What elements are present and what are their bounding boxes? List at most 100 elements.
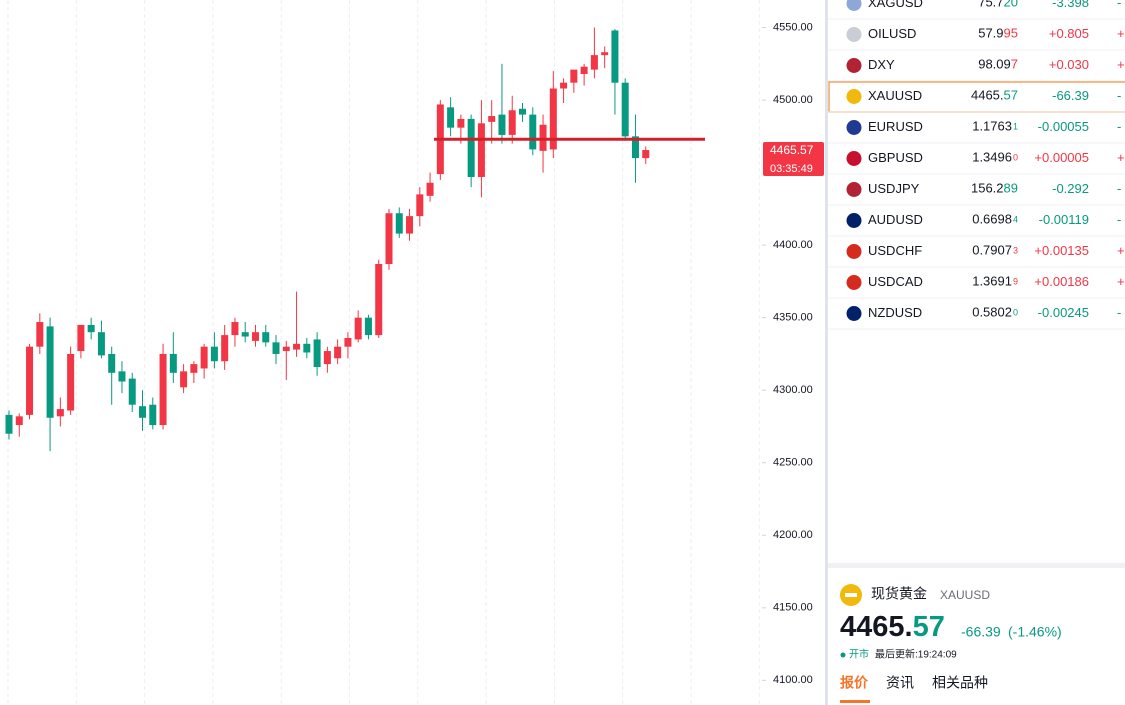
change-pct: + <box>1117 150 1125 165</box>
y-tick-label: 4550.00 <box>773 21 813 33</box>
price: 0.58020 <box>972 305 1018 320</box>
candle-body <box>262 332 270 343</box>
price-tag-box <box>763 142 824 177</box>
candle-body <box>590 55 598 70</box>
quote-change: -66.39 <box>961 624 1001 640</box>
price-part: 1 <box>1013 122 1018 132</box>
candle-body <box>467 118 475 177</box>
quote-price: 4465.57 <box>840 611 945 643</box>
price-part: 0 <box>1013 153 1018 163</box>
change-pct: - <box>1117 181 1121 196</box>
change-pct: - <box>1117 119 1121 134</box>
candle-body <box>221 335 229 362</box>
y-tick-label: 4250.00 <box>773 457 813 469</box>
candle-body <box>334 346 342 359</box>
candle-body <box>282 346 290 352</box>
y-tick-label: 4300.00 <box>773 384 813 396</box>
y-tick-label: 4200.00 <box>773 529 813 541</box>
candle-body <box>426 182 434 196</box>
candle-body <box>508 110 516 135</box>
candle-body <box>406 216 414 234</box>
symbol-icon <box>846 0 862 11</box>
candle-body <box>457 118 465 128</box>
change: -0.00119 <box>1039 212 1089 227</box>
price: 4465.57 <box>971 88 1018 103</box>
tab[interactable]: 报价 <box>840 675 869 691</box>
candle-body <box>560 82 568 89</box>
change: +0.00005 <box>1034 150 1089 165</box>
symbol[interactable]: DXY <box>868 57 895 72</box>
symbol[interactable]: GBPUSD <box>868 150 923 165</box>
quote-symbol: XAUUSD <box>940 588 990 602</box>
candle-body <box>344 337 352 347</box>
price: 0.79073 <box>972 243 1018 258</box>
price-part: 57 <box>1004 88 1018 103</box>
symbol[interactable]: XAUUSD <box>868 88 922 103</box>
symbol[interactable]: USDCAD <box>868 274 923 289</box>
change-pct: - <box>1117 212 1121 227</box>
y-tick-label: 4150.00 <box>773 602 813 614</box>
symbol[interactable]: OILUSD <box>868 26 916 41</box>
change: -0.00245 <box>1038 305 1089 320</box>
candle-body <box>611 30 619 83</box>
y-tick-label: 4500.00 <box>773 94 813 106</box>
candle-body <box>385 213 393 265</box>
candle-body <box>190 364 198 373</box>
price: 1.36919 <box>972 274 1018 289</box>
change: -0.00055 <box>1038 119 1089 134</box>
symbol[interactable]: NZDUSD <box>868 305 922 320</box>
price: 75.720 <box>978 0 1018 10</box>
price-part: 1.1763 <box>972 119 1012 134</box>
candle-body <box>549 88 557 150</box>
candle-body <box>36 322 44 347</box>
candle-body <box>529 114 537 150</box>
candle-body <box>180 371 188 388</box>
quote-name: 现货黄金 <box>871 586 927 602</box>
change-pct: - <box>1117 88 1121 103</box>
candle-body <box>46 326 54 418</box>
candle-body <box>77 324 85 352</box>
symbol-icon <box>846 89 862 104</box>
symbol[interactable]: USDCHF <box>868 243 922 258</box>
quote-change-pct: (-1.46%) <box>1008 624 1062 640</box>
price-part: 0 <box>1013 308 1018 318</box>
candle-body <box>5 414 13 434</box>
section-separator <box>828 563 1125 568</box>
symbol[interactable]: AUDUSD <box>868 212 923 227</box>
countdown-label: 03:35:49 <box>770 163 813 175</box>
tab[interactable]: 相关品种 <box>932 675 988 691</box>
tab[interactable]: 资讯 <box>886 675 914 691</box>
last-updated: 最后更新:19:24:09 <box>875 648 957 661</box>
candle-body <box>395 213 403 234</box>
candle-body <box>15 416 23 426</box>
price-part: 156.2 <box>971 181 1004 196</box>
symbol[interactable]: EURUSD <box>868 119 923 134</box>
quote-icon-bar <box>845 593 857 597</box>
candle-body <box>323 351 331 365</box>
price: 1.17631 <box>972 119 1018 134</box>
candle-body <box>200 346 208 369</box>
candle-body <box>231 322 239 336</box>
price: 1.34960 <box>972 150 1018 165</box>
symbol-icon <box>846 244 862 259</box>
change: +0.00135 <box>1034 243 1089 258</box>
candle-body <box>631 136 639 159</box>
selected-row <box>828 81 1125 113</box>
price-part: 9 <box>1013 277 1018 287</box>
symbol[interactable]: USDJPY <box>868 181 920 196</box>
candle-body <box>580 66 588 74</box>
y-tick-label: 4400.00 <box>773 239 813 251</box>
symbol-icon <box>846 182 862 197</box>
symbol[interactable]: XAGUSD <box>868 0 923 10</box>
y-tick-label: 4100.00 <box>773 674 813 686</box>
active-tab-underline <box>840 700 870 703</box>
y-tick-label: 4350.00 <box>773 312 813 324</box>
candle-body <box>241 332 249 337</box>
price-part: 1.3691 <box>972 274 1012 289</box>
quote-price-part: 4465. <box>840 611 913 643</box>
candle-body <box>354 317 362 340</box>
symbol-icon <box>846 151 862 166</box>
price-part: 0.6698 <box>972 212 1012 227</box>
